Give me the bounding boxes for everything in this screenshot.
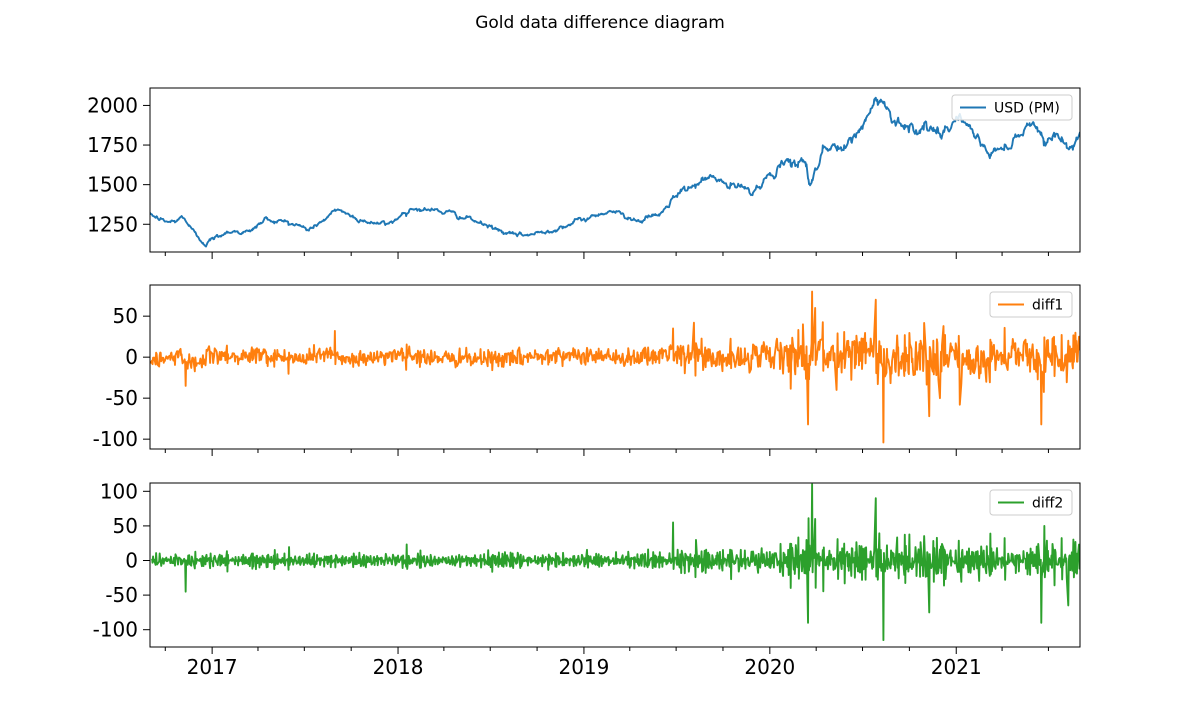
y-tick-label: 1500 xyxy=(87,173,138,197)
y-tick-label: 2000 xyxy=(87,93,138,117)
x-tick-label: 2019 xyxy=(558,655,609,679)
y-tick-label: 1750 xyxy=(87,133,138,157)
subplot-diff2: -100 -50 0 50 100 2017 2018 2019 2020 2021 diff2 xyxy=(93,479,1081,679)
y-tick-label: -50 xyxy=(105,583,138,607)
plot-frame xyxy=(149,482,1081,648)
x-tick-label: 2020 xyxy=(744,655,795,679)
legend-label: diff2 xyxy=(1032,496,1063,512)
x-tick-label: 2017 xyxy=(187,655,238,679)
y-tick-label: 0 xyxy=(125,345,138,369)
chart-title: Gold data difference diagram xyxy=(475,13,725,33)
subplot-usd: 1250 1500 1750 2000 USD (PM) xyxy=(87,87,1081,259)
y-tick-label: 100 xyxy=(100,479,138,503)
legend: diff2 xyxy=(989,489,1073,516)
legend-box xyxy=(989,291,1073,318)
series-line-usd xyxy=(150,96,1080,248)
legend: USD (PM) xyxy=(951,94,1073,121)
series-line-diff2 xyxy=(151,483,1080,642)
plot-frame xyxy=(149,87,1081,253)
x-tick-label: 2018 xyxy=(373,655,424,679)
legend-label: USD (PM) xyxy=(994,101,1060,117)
legend-label: diff1 xyxy=(1032,298,1063,314)
y-tick-label: -100 xyxy=(93,427,138,451)
legend-box xyxy=(951,94,1073,121)
x-tick-label: 2021 xyxy=(931,655,982,679)
y-tick-label: -100 xyxy=(93,618,138,642)
legend-box xyxy=(989,489,1073,516)
y-tick-label: -50 xyxy=(105,386,138,410)
subplot-diff1: -100 -50 0 50 diff1 xyxy=(93,284,1081,456)
y-tick-label: 50 xyxy=(113,304,138,328)
y-tick-label: 0 xyxy=(125,549,138,573)
y-tick-label: 50 xyxy=(113,514,138,538)
y-tick-label: 1250 xyxy=(87,212,138,236)
legend: diff1 xyxy=(989,291,1073,318)
series-line-diff1 xyxy=(150,290,1080,444)
plot-frame xyxy=(149,284,1081,450)
